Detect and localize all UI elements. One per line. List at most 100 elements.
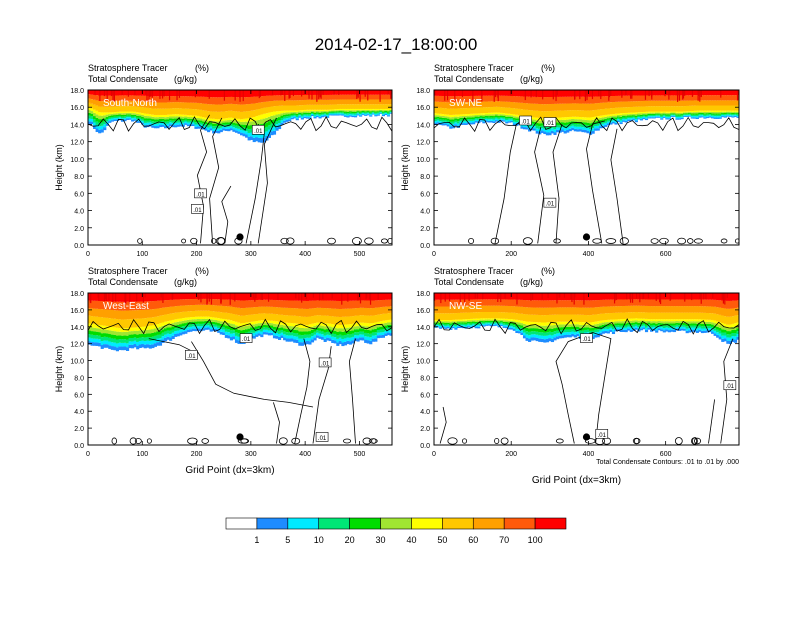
tracer-streak bbox=[316, 90, 317, 102]
tracer-streak bbox=[243, 90, 244, 101]
tracer-streak bbox=[195, 90, 196, 97]
tracer-cell bbox=[724, 116, 727, 117]
tracer-streak bbox=[277, 293, 278, 300]
contour-label: .01 bbox=[546, 202, 555, 208]
tracer-cell bbox=[377, 115, 380, 116]
y-tick-label: 14.0 bbox=[70, 122, 84, 129]
y-tick-label: 4.0 bbox=[74, 409, 84, 416]
tracer-streak bbox=[630, 90, 631, 99]
tracer-cell bbox=[313, 338, 316, 341]
tracer-streak bbox=[365, 90, 366, 97]
tracer-streak bbox=[311, 90, 312, 99]
tracer-streak bbox=[367, 90, 368, 101]
contour-label: .01 bbox=[318, 436, 327, 442]
tracer-streak bbox=[272, 90, 273, 95]
contour-label: .01 bbox=[193, 208, 202, 214]
tracer-cell bbox=[604, 125, 607, 127]
y-tick-label: 8.0 bbox=[74, 174, 84, 181]
tracer-streak bbox=[699, 90, 700, 97]
y-tick-label: 2.0 bbox=[420, 226, 430, 233]
tracer-streak bbox=[295, 293, 296, 298]
x-tick-label: 200 bbox=[191, 251, 203, 258]
tracer-streak bbox=[224, 90, 225, 101]
tracer-streak bbox=[574, 90, 575, 99]
tracer-streak bbox=[323, 90, 324, 95]
x-tick-label: 500 bbox=[354, 451, 366, 458]
tracer-streak bbox=[261, 293, 262, 300]
y-tick-label: 2.0 bbox=[74, 226, 84, 233]
tracer-streak bbox=[494, 90, 495, 102]
tracer-streak bbox=[366, 293, 367, 298]
tracer-streak bbox=[268, 293, 269, 302]
tracer-streak bbox=[128, 90, 129, 97]
tracer-streak bbox=[380, 90, 381, 102]
y-tick-label: 6.0 bbox=[74, 392, 84, 399]
tracer-streak bbox=[211, 293, 212, 304]
tracer-streak bbox=[111, 90, 112, 96]
tracer-streak bbox=[221, 293, 222, 302]
tracer-streak bbox=[284, 90, 285, 101]
tracer-streak bbox=[200, 293, 201, 302]
y-tick-label: 4.0 bbox=[74, 209, 84, 216]
tracer-streak bbox=[679, 90, 680, 101]
tracer-cell bbox=[645, 119, 648, 120]
y-tick-label: 8.0 bbox=[420, 174, 430, 181]
tracer-cell bbox=[260, 334, 263, 337]
tracer-streak bbox=[172, 293, 173, 300]
x-axis-label: Grid Point (dx=3km) bbox=[185, 465, 274, 476]
tracer-streak bbox=[145, 90, 146, 95]
tracer-cell bbox=[660, 118, 663, 119]
tracer-cell bbox=[681, 118, 684, 119]
y-tick-label: 4.0 bbox=[420, 209, 430, 216]
tracer-streak bbox=[259, 90, 260, 98]
tracer-streak bbox=[598, 90, 599, 96]
subtitle-unit2: (g/kg) bbox=[174, 277, 197, 287]
tracer-streak bbox=[162, 293, 163, 303]
tracer-streak bbox=[280, 90, 281, 95]
tracer-streak bbox=[495, 90, 496, 97]
y-tick-label: 6.0 bbox=[420, 191, 430, 198]
y-tick-label: 14.0 bbox=[70, 325, 84, 332]
tracer-streak bbox=[347, 293, 348, 302]
contour-label: .01 bbox=[187, 354, 196, 360]
tracer-streak bbox=[308, 90, 309, 95]
tracer-streak bbox=[260, 90, 261, 97]
x-tick-label: 500 bbox=[354, 251, 366, 258]
tracer-streak bbox=[625, 90, 626, 95]
tracer-cell bbox=[612, 332, 615, 334]
tracer-streak bbox=[579, 90, 580, 99]
panel-label: South-North bbox=[103, 98, 157, 109]
contour-label: .01 bbox=[196, 192, 205, 198]
tracer-streak bbox=[262, 293, 263, 300]
tracer-streak bbox=[320, 90, 321, 97]
tracer-cell bbox=[620, 122, 623, 124]
tracer-streak bbox=[197, 293, 198, 297]
tracer-streak bbox=[356, 90, 357, 99]
panel-label: SW-NE bbox=[449, 98, 482, 109]
subtitle-line2: Total Condensate bbox=[88, 277, 158, 287]
tracer-streak bbox=[239, 90, 240, 98]
tracer-cell bbox=[477, 327, 480, 329]
tracer-streak bbox=[542, 90, 543, 99]
tracer-streak bbox=[557, 90, 558, 95]
tracer-cell bbox=[472, 123, 475, 125]
tracer-streak bbox=[338, 90, 339, 95]
tracer-streak bbox=[134, 90, 135, 95]
tracer-streak bbox=[318, 90, 319, 99]
tracer-cell bbox=[273, 131, 276, 135]
y-tick-label: 16.0 bbox=[416, 105, 430, 112]
tracer-streak bbox=[378, 293, 379, 300]
y-tick-label: 6.0 bbox=[74, 191, 84, 198]
contour-label: .01 bbox=[546, 121, 555, 127]
tracer-streak bbox=[360, 293, 361, 303]
subtitle-line2: Total Condensate bbox=[434, 74, 504, 84]
tracer-streak bbox=[230, 293, 231, 305]
tracer-cell bbox=[387, 114, 390, 115]
tracer-streak bbox=[319, 293, 320, 301]
tracer-cell bbox=[296, 119, 299, 121]
tracer-streak bbox=[677, 90, 678, 96]
tracer-streak bbox=[253, 293, 254, 299]
y-axis-label: Height (km) bbox=[54, 346, 64, 393]
tracer-cell bbox=[354, 116, 357, 117]
